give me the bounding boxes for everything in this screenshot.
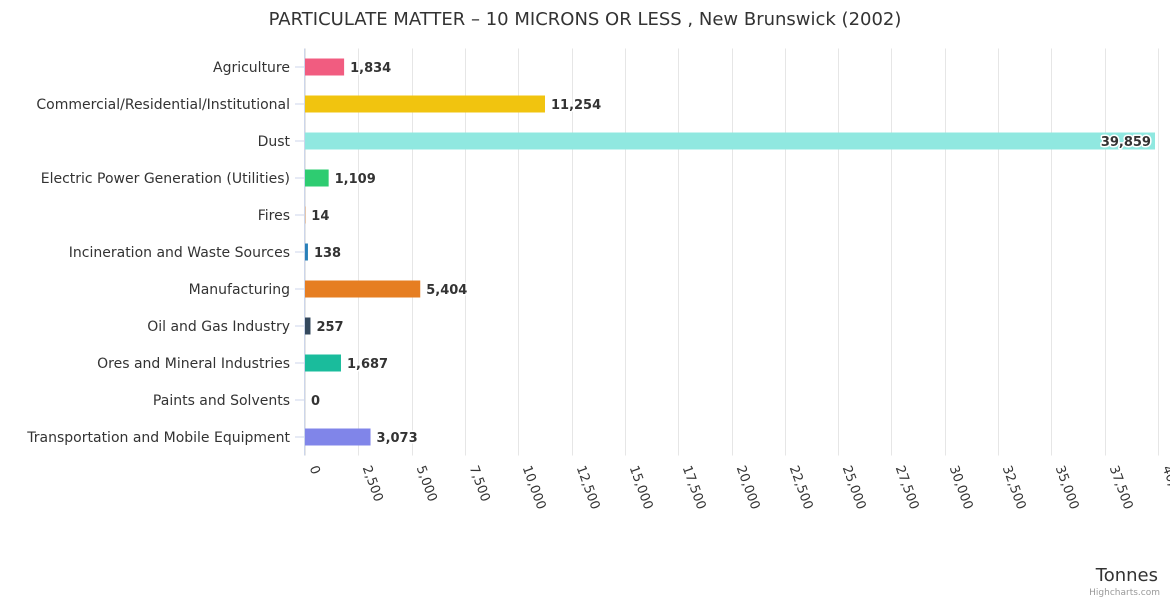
bar[interactable] bbox=[305, 169, 329, 187]
data-labels: 1,834 11,254 39,859 1,109 14 138 5,404 257 1,687… bbox=[310, 60, 1153, 448]
chart-title: PARTICULATE MATTER – 10 MICRONS OR LESS … bbox=[269, 9, 902, 30]
category-label: Dust bbox=[258, 134, 291, 150]
data-label: 138 bbox=[314, 246, 341, 261]
data-label: 257 bbox=[316, 320, 343, 335]
category-label: Manufacturing bbox=[189, 282, 290, 298]
category-label: Incineration and Waste Sources bbox=[69, 245, 290, 261]
bar[interactable] bbox=[305, 58, 345, 76]
bar[interactable] bbox=[305, 428, 371, 446]
category-label: Oil and Gas Industry bbox=[147, 319, 290, 335]
gridlines bbox=[305, 48, 1159, 456]
bar[interactable] bbox=[305, 132, 1155, 150]
bar[interactable] bbox=[305, 317, 311, 335]
category-label: Agriculture bbox=[213, 60, 290, 76]
data-label: 0 bbox=[311, 394, 320, 409]
category-label: Fires bbox=[258, 208, 290, 224]
data-label: 1,687 bbox=[347, 357, 388, 372]
data-label: 39,859 bbox=[1101, 135, 1151, 150]
data-label: 11,254 bbox=[551, 98, 601, 113]
category-label: Paints and Solvents bbox=[153, 393, 290, 409]
bar[interactable] bbox=[305, 95, 545, 113]
data-label: 3,073 bbox=[377, 431, 418, 446]
bar[interactable] bbox=[305, 243, 308, 261]
value-axis-title: Tonnes bbox=[1095, 565, 1158, 586]
data-label: 5,404 bbox=[426, 283, 467, 298]
category-label: Transportation and Mobile Equipment bbox=[26, 430, 290, 446]
data-label: 14 bbox=[311, 209, 329, 224]
category-label: Ores and Mineral Industries bbox=[97, 356, 290, 372]
data-label: 1,109 bbox=[335, 172, 376, 187]
bars bbox=[305, 58, 1155, 446]
data-label: 1,834 bbox=[350, 61, 391, 76]
bar[interactable] bbox=[305, 354, 341, 372]
category-labels: Agriculture Commercial/Residential/Instit… bbox=[26, 60, 305, 446]
category-label: Electric Power Generation (Utilities) bbox=[41, 171, 290, 187]
credits-link[interactable]: Highcharts.com bbox=[1089, 588, 1160, 598]
category-label: Commercial/Residential/Institutional bbox=[36, 97, 290, 113]
bar[interactable] bbox=[305, 280, 421, 298]
